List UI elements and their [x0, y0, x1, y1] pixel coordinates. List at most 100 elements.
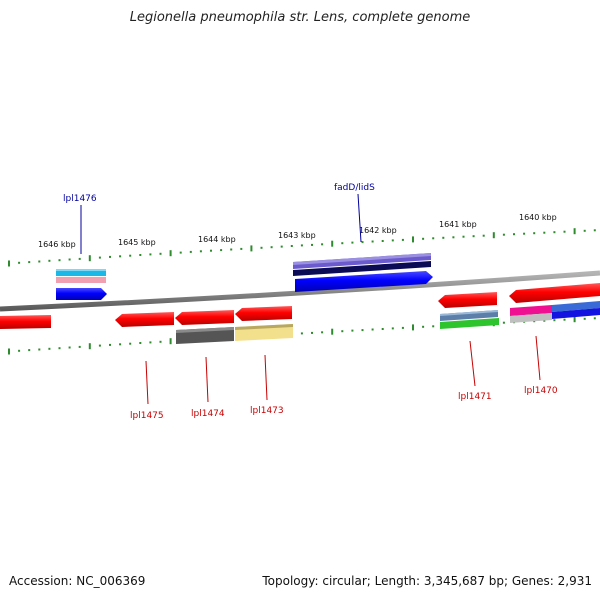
scale-tick-minor: [119, 343, 122, 346]
scale-tick-minor: [179, 251, 182, 254]
scale-tick-minor: [543, 319, 546, 322]
scale-tick-minor: [422, 325, 425, 328]
scale-tick-minor: [129, 254, 132, 257]
scale-tick-minor: [321, 331, 324, 334]
scale-tick-minor: [371, 328, 374, 331]
scale-tick-minor: [543, 231, 546, 234]
scale-tick-minor: [260, 246, 263, 249]
scale-tick-major: [331, 240, 334, 247]
scale-tick-minor: [442, 236, 445, 239]
scale-tick-minor: [139, 342, 142, 344]
scale-tick-minor: [311, 243, 313, 246]
scale-tick-minor: [563, 318, 566, 321]
scale-tick-minor: [311, 331, 313, 334]
scale-tick-minor: [189, 250, 192, 253]
scale-tick-minor: [361, 241, 364, 244]
scale-tick-minor: [452, 236, 455, 239]
scale-tick-minor: [563, 230, 566, 233]
scale-tick-major: [573, 316, 576, 323]
scale-tick-minor: [270, 246, 273, 249]
feature-left-edge[interactable]: [0, 315, 51, 329]
scale-tick-minor: [583, 229, 586, 232]
scale-tick-minor: [159, 340, 162, 343]
scale-tick-minor: [98, 344, 101, 347]
scale-tick-minor: [280, 245, 283, 248]
feature-lpl1471[interactable]: [438, 292, 499, 329]
scale-tick-major: [169, 250, 172, 257]
scale-tick-minor: [139, 254, 142, 256]
scale-tick-minor: [321, 243, 324, 246]
scale-label-1641: 1641 kbp: [439, 220, 477, 229]
scale-tick-major: [331, 328, 334, 335]
scale-tick-minor: [361, 329, 364, 332]
feature-lpl1476[interactable]: [56, 269, 107, 300]
scale-tick-minor: [593, 317, 596, 320]
scale-tick-minor: [159, 252, 162, 255]
feature-lpl1475[interactable]: [115, 312, 174, 327]
scale-tick-minor: [230, 248, 233, 251]
scale-tick-minor: [462, 235, 465, 238]
feature-lpl1474[interactable]: [175, 310, 234, 344]
scale-tick-minor: [391, 327, 394, 330]
scale-tick-minor: [38, 260, 41, 263]
scale-tick-minor: [149, 341, 152, 344]
scale-tick-major: [8, 348, 10, 355]
scale-tick-minor: [533, 232, 536, 235]
feature-lpl1470[interactable]: [509, 283, 600, 323]
scale-tick-minor: [109, 255, 111, 258]
scale-tick-minor: [351, 329, 354, 332]
scale-tick-minor: [18, 349, 21, 352]
scale-label-1646: 1646 kbp: [38, 240, 76, 249]
scale-tick-minor: [28, 261, 31, 264]
feature-lpl1473[interactable]: [235, 306, 293, 341]
scale-tick-minor: [290, 245, 293, 247]
scale-tick-minor: [432, 237, 435, 240]
scale-tick-minor: [523, 232, 526, 235]
scale-tick-minor: [351, 241, 354, 244]
scale-tick-minor: [422, 237, 425, 240]
scale-tick-major: [88, 343, 91, 350]
scale-tick-major: [88, 255, 91, 262]
gene-label-lpl1474: lpl1474: [191, 409, 225, 419]
scale-tick-minor: [129, 342, 132, 345]
scale-tick-minor: [210, 249, 212, 252]
genome-backbone: [0, 270, 600, 312]
scale-tick-minor: [401, 326, 404, 329]
scale-tick-minor: [78, 257, 81, 260]
scale-tick-minor: [199, 250, 202, 253]
scale-tick-minor: [300, 244, 303, 247]
scale-tick-minor: [502, 321, 505, 324]
scale-tick-major: [412, 324, 414, 331]
gene-label-lpl1476: lpl1476: [63, 194, 97, 204]
scale-tick-minor: [18, 261, 21, 264]
scale-tick-minor: [472, 235, 475, 238]
scale-tick-minor: [482, 234, 485, 237]
scale-tick-minor: [98, 256, 101, 259]
gene-label-lpl1475: lpl1475: [130, 411, 164, 421]
scale-label-1644: 1644 kbp: [198, 235, 236, 244]
scale-tick-major: [8, 260, 10, 267]
scale-tick-minor: [68, 346, 71, 349]
scale-tick-minor: [381, 240, 384, 242]
scale-tick-major: [250, 245, 253, 252]
scale-tick-minor: [593, 229, 596, 232]
scale-tick-major: [492, 232, 495, 239]
scale-tick-minor: [381, 328, 384, 330]
scale-tick-minor: [553, 319, 556, 322]
scale-tick-minor: [220, 249, 223, 252]
feature-fadD-lidS[interactable]: [293, 253, 433, 292]
scale-tick-minor: [240, 247, 243, 250]
scale-tick-minor: [48, 347, 51, 350]
scale-tick-minor: [341, 330, 344, 333]
scale-tick-minor: [78, 345, 81, 348]
scale-label-1645: 1645 kbp: [118, 238, 156, 247]
scale-label-1642: 1642 kbp: [359, 226, 397, 235]
scale-tick-minor: [58, 347, 61, 350]
scale-tick-minor: [401, 238, 404, 241]
scale-tick-minor: [68, 258, 71, 261]
scale-tick-minor: [502, 233, 505, 236]
scale-tick-major: [412, 236, 414, 243]
label-leaders: [80, 193, 541, 405]
scale-ticks-top: [8, 228, 596, 267]
gene-label-lpl1471: lpl1471: [458, 392, 492, 402]
